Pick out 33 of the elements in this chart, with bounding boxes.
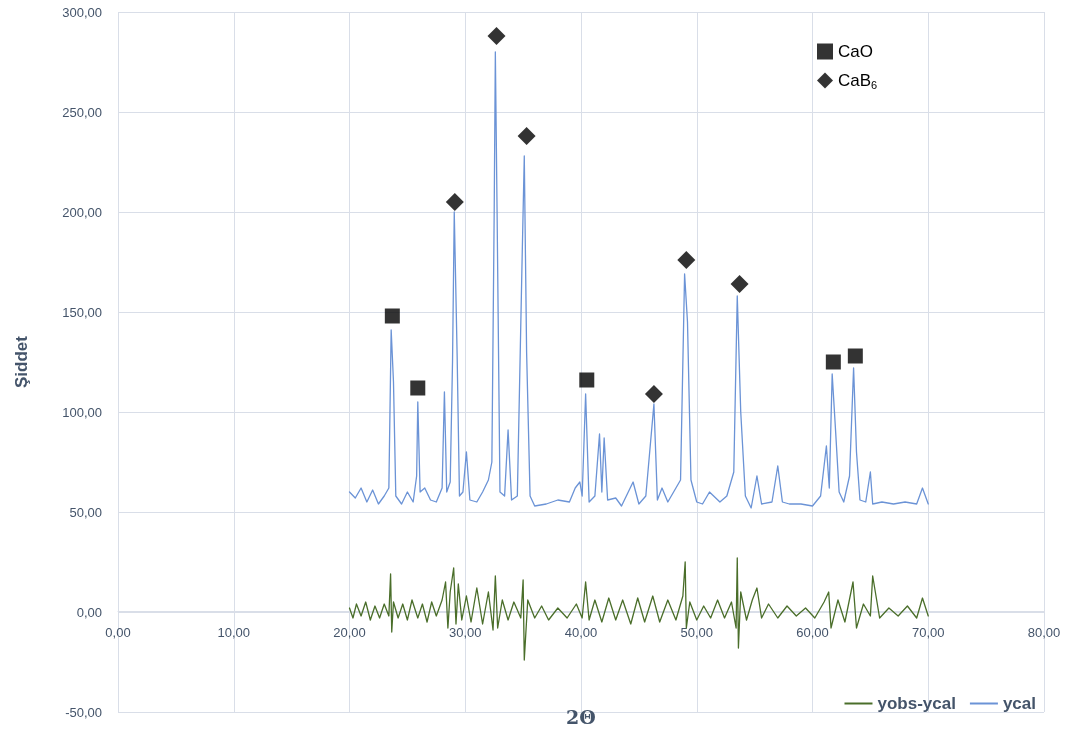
x-tick-label: 70,00 <box>911 624 945 640</box>
y-axis-title: Şiddet <box>12 335 31 388</box>
legend-label: ycal <box>1002 694 1037 713</box>
y-tick-label: 100,00 <box>62 404 102 420</box>
point <box>384 308 400 324</box>
y-tick-label: 0,00 <box>76 604 102 620</box>
x-tick-label: 80,00 <box>1027 624 1061 640</box>
point <box>847 348 863 364</box>
y-tick-label: 50,00 <box>69 504 102 520</box>
point <box>730 275 749 293</box>
point <box>410 380 426 396</box>
point <box>579 372 595 388</box>
x-tick-label: 0,00 <box>105 624 131 640</box>
point <box>644 385 663 403</box>
x-tick-label: 60,00 <box>796 624 829 640</box>
y-tick-label: 300,00 <box>62 4 102 20</box>
point <box>517 127 536 145</box>
y-tick-label: 150,00 <box>62 304 102 320</box>
point <box>825 354 841 370</box>
x-tick-label: 20,00 <box>333 624 366 640</box>
point <box>677 251 696 269</box>
legend-label: yobs-ycal <box>877 694 956 713</box>
y-tick-label: -50,00 <box>65 704 102 720</box>
y-tick-label: 250,00 <box>62 104 102 120</box>
y-tick-label: 200,00 <box>62 204 102 220</box>
x-tick-label: 40,00 <box>564 624 598 640</box>
x-tick-label: 30,00 <box>448 624 482 640</box>
x-axis-title: 2Θ <box>566 705 596 728</box>
point <box>487 27 506 45</box>
point <box>445 193 464 211</box>
x-tick-label: 50,00 <box>680 624 714 640</box>
legend-label: CaO <box>838 42 873 61</box>
x-tick-label: 10,00 <box>217 624 251 640</box>
